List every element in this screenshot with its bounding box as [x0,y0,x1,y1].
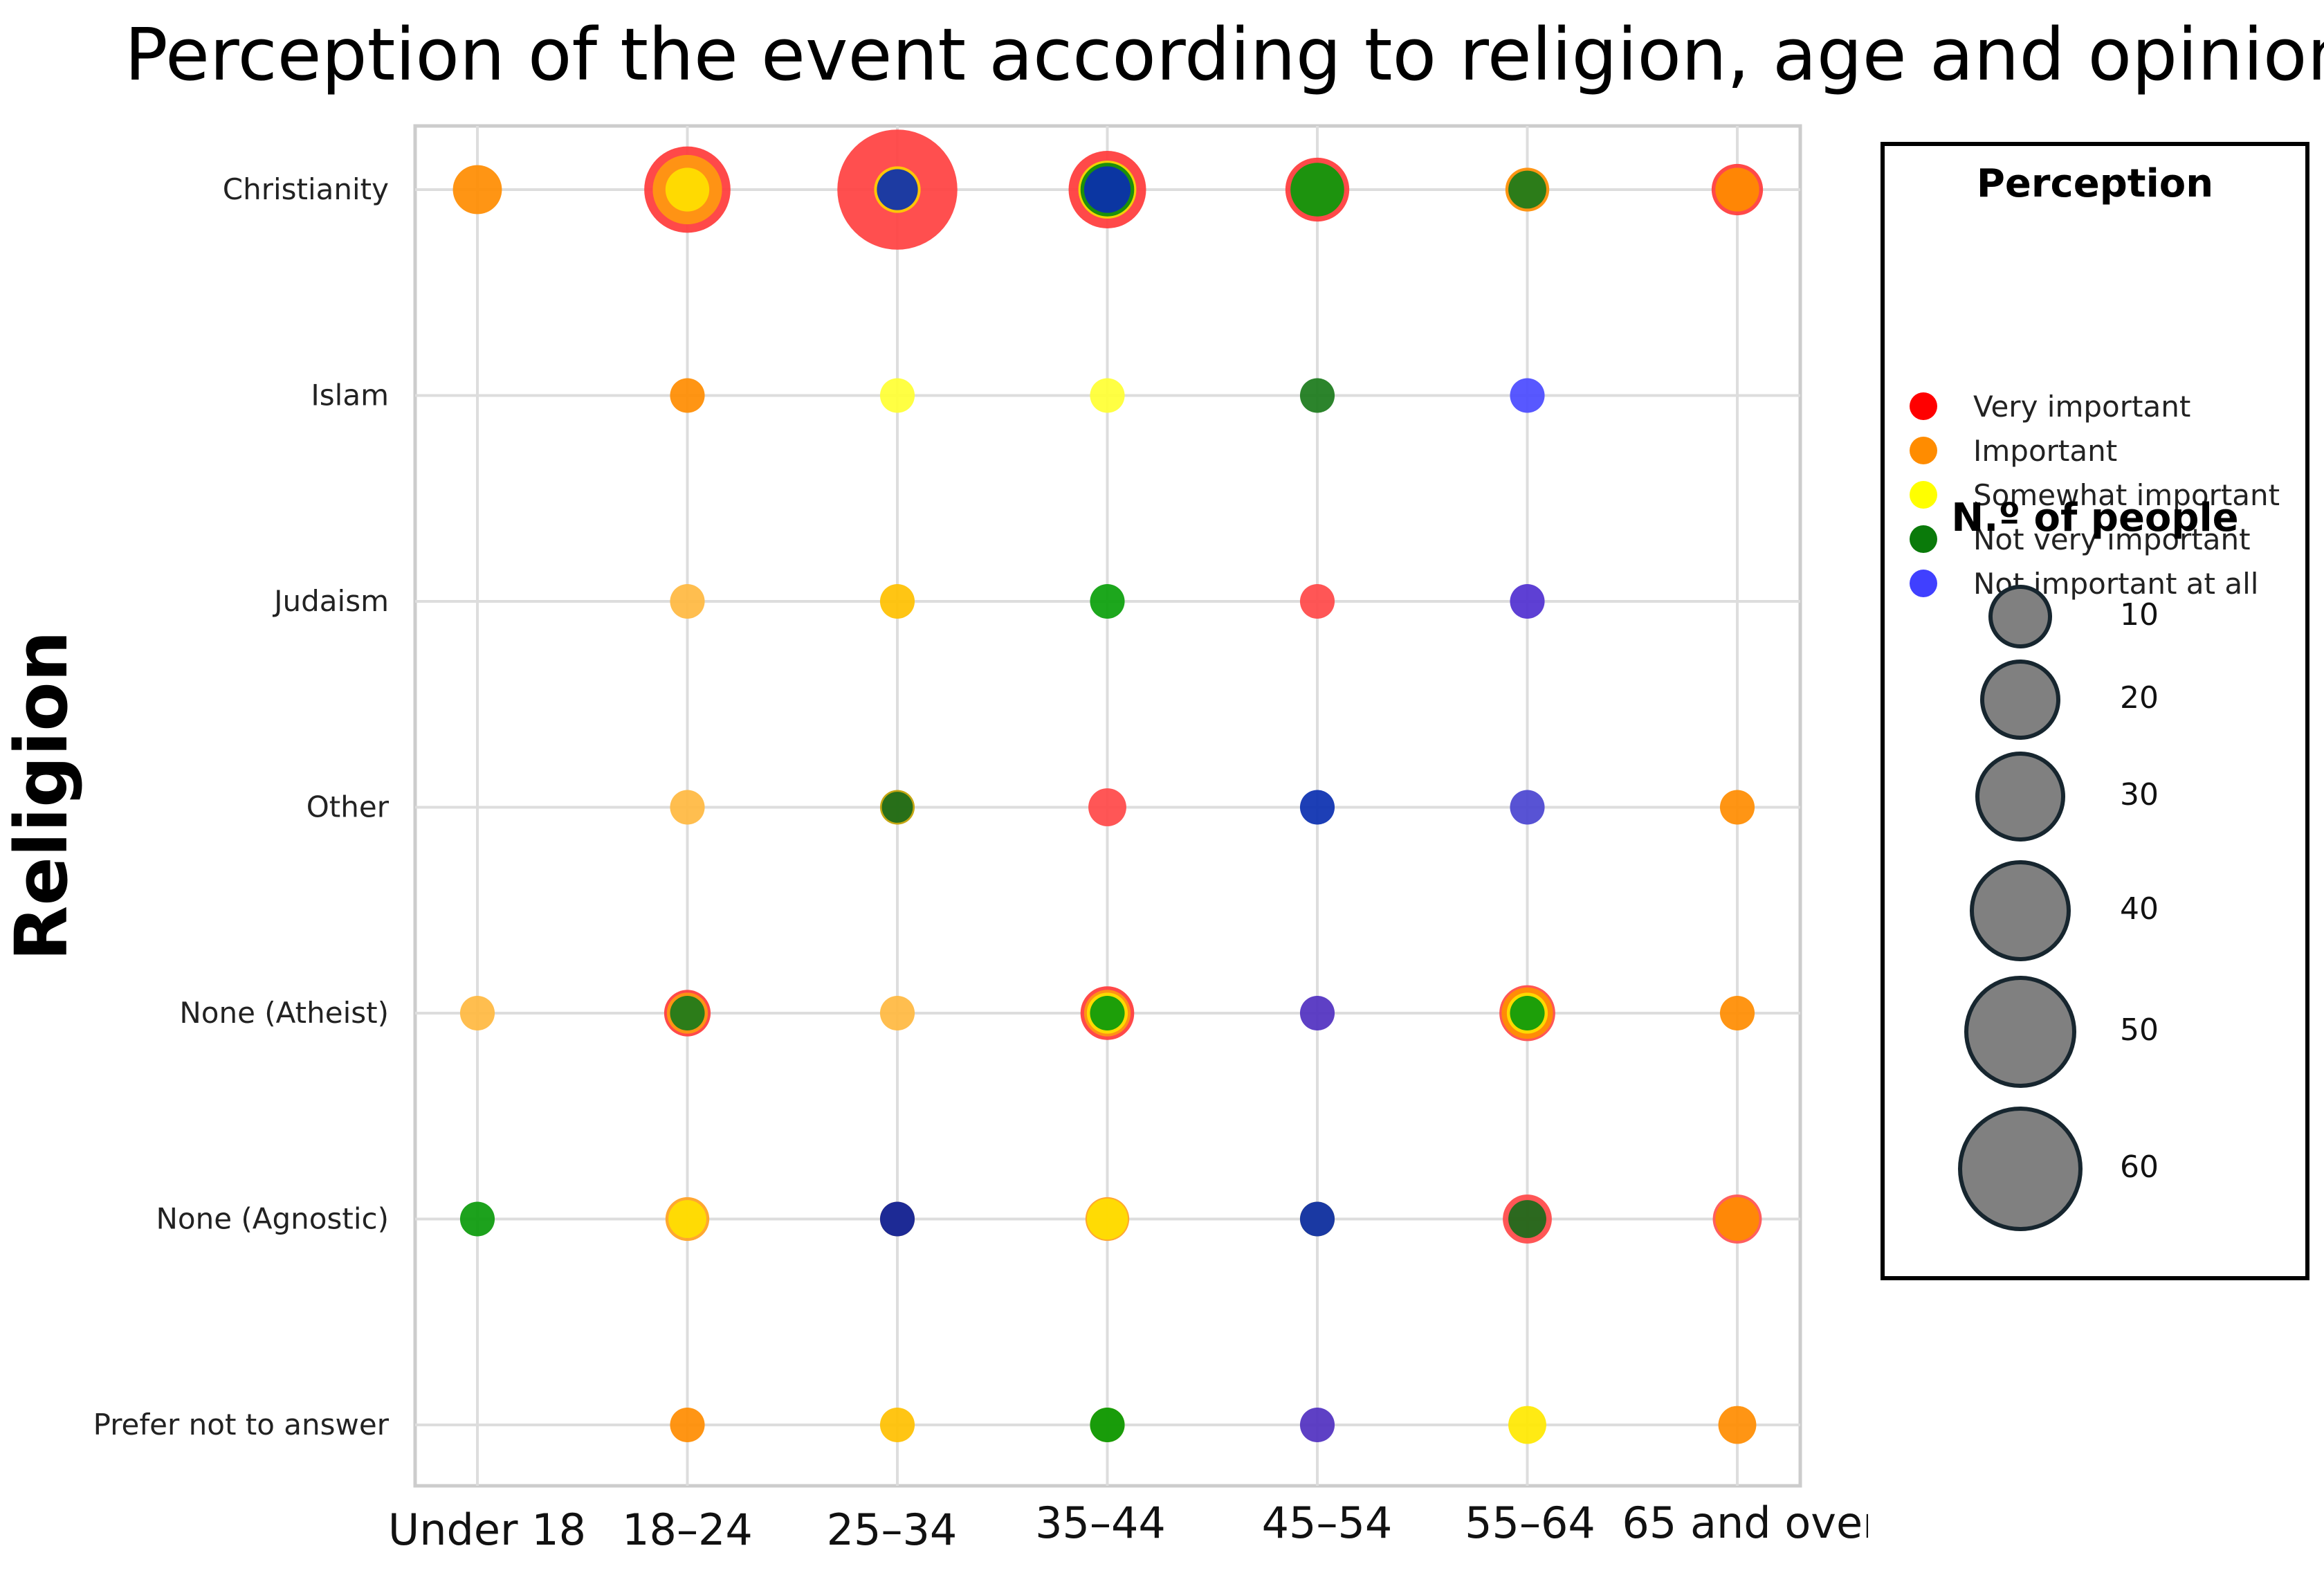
bubble [670,1407,705,1443]
legend-perception-title: Perception [1976,161,2214,206]
legend-label: Not very important [1973,522,2251,556]
size-legend-label: 30 [2120,777,2159,812]
bubble [1299,1201,1335,1237]
x-tick-label: 45–54 [1262,1498,1393,1548]
bubble [1090,1407,1125,1443]
size-legend-label: 50 [2120,1012,2159,1048]
size-legend-circle [1958,1107,2083,1231]
bubble [1510,995,1545,1031]
x-tick-label: 25–34 [827,1504,958,1555]
bubble [879,583,915,619]
legend-swatch [1910,437,1937,464]
y-tick-label: Islam [311,379,389,412]
legend-item: Important [1910,431,2117,470]
bubble [1086,1198,1128,1240]
bubble [1508,1200,1546,1238]
bubble [881,792,913,823]
size-legend-label: 60 [2120,1149,2159,1185]
bubble [670,583,705,619]
x-tick-label: 55–64 [1465,1498,1595,1548]
bubble [1299,790,1335,825]
bubble [1715,167,1759,212]
bubble [877,169,918,210]
bubble [668,1200,706,1238]
bubble [1299,1407,1335,1443]
bubble [1718,1406,1757,1444]
size-legend-circle [1988,585,2052,648]
bubble [1508,1406,1546,1444]
y-tick-label: Judaism [272,584,389,618]
chart-title: Perception of the event according to rel… [125,12,2324,97]
bubble [1090,995,1125,1031]
y-tick-label: Prefer not to answer [93,1408,390,1442]
legend-swatch [1910,570,1937,597]
bubble [1719,790,1755,825]
bubble [1719,995,1755,1031]
x-tick-label: 35–44 [1035,1498,1166,1548]
legend-label: Very important [1973,389,2191,424]
bubble [1088,788,1126,826]
bubble [1510,378,1545,413]
size-legend-label: 10 [2120,597,2159,633]
legend-item: Very important [1910,387,2190,426]
x-tick-label: 18–24 [622,1504,753,1555]
legend-label: Important [1973,433,2118,468]
bubble [1299,995,1335,1031]
legend-item: Not very important [1910,520,2251,558]
legend-item: Not important at all [1910,564,2258,603]
x-tick-label: Under 18 [388,1504,586,1555]
bubble [879,1407,915,1443]
size-legend-label: 40 [2120,891,2159,927]
bubble [1715,1197,1759,1242]
y-tick-label: Other [306,790,390,824]
legend-swatch [1910,392,1937,420]
bubble [665,167,710,212]
size-legend-circle [1970,860,2071,961]
bubble [452,165,502,215]
y-tick-label: None (Agnostic) [156,1202,389,1236]
bubble [879,995,915,1031]
bubble [1090,583,1125,619]
size-legend-circle [1964,976,2076,1088]
bubble [1299,378,1335,413]
bubble [879,378,915,413]
legend-swatch [1910,525,1937,553]
bubble [1090,378,1125,413]
legend-label: Somewhat important [1973,478,2280,512]
bubble [1510,790,1545,825]
y-tick-label: None (Atheist) [179,996,389,1030]
bubble [459,995,495,1031]
bubble [1299,583,1335,619]
bubble [459,1201,495,1237]
legend-size-title: N.º of people [1951,495,2239,540]
bubble [1083,166,1131,213]
bubble [1508,170,1546,209]
x-tick-label: 65 and over [1622,1498,1868,1548]
bubble [879,1201,915,1237]
legend: Perception Very important Important Somewh… [1881,142,2309,1280]
legend-swatch [1910,481,1937,509]
size-legend-circle [1980,660,2060,740]
bubble [670,995,705,1031]
bubble-chart: Christianity Islam Judaism Other None (Athei… [93,124,1868,1555]
size-legend-circle [1975,752,2065,842]
y-tick-label: Christianity [223,172,389,206]
bubble [670,790,705,825]
bubble [670,378,705,413]
bubble [1290,163,1344,217]
bubble [1510,583,1545,619]
legend-item: Somewhat important [1910,475,2280,514]
size-legend-label: 20 [2120,680,2159,716]
